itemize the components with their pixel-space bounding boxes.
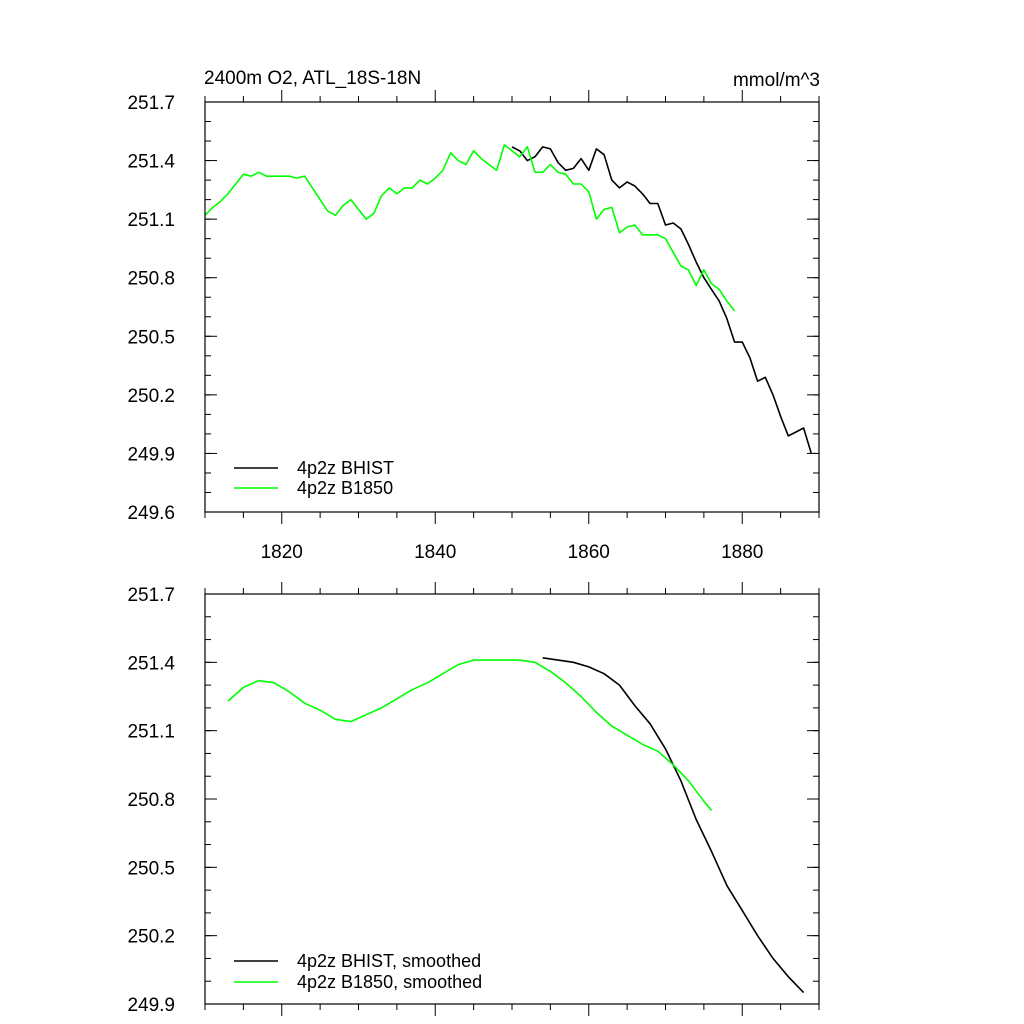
top-panel-units: mmol/m^3: [733, 70, 820, 91]
top-panel-axes: 249.6 249.9 250.2 250.5 250.8 251.1 251.4 251.7…: [127, 90, 820, 563]
top-panel-title: 2400m O2, ATL_18S-18N: [204, 68, 421, 89]
bottom-y-tick-label: 251.7: [127, 585, 175, 606]
bottom-series-line-bhist: [542, 657, 805, 994]
top-x-tick-label: 1840: [414, 542, 456, 563]
top-series-line-b1850: [204, 144, 736, 312]
top-y-tick-label: 249.9: [127, 444, 175, 465]
top-y-tick-label: 250.2: [127, 386, 175, 407]
bottom-panel-frame: [204, 593, 820, 1005]
bottom-y-tick-label: 249.9: [127, 995, 175, 1016]
top-y-tick-label: 249.6: [127, 503, 175, 524]
bottom-panel-plot-area: [227, 657, 805, 994]
bottom-y-tick-label: 250.8: [127, 790, 175, 811]
bottom-legend-label: 4p2z BHIST, smoothed: [297, 951, 481, 971]
bottom-y-tick-label: 250.5: [127, 858, 175, 879]
top-legend-label: 4p2z BHIST: [297, 458, 394, 478]
top-y-tick-label: 250.8: [127, 269, 175, 290]
bottom-series-line-b1850: [227, 659, 713, 811]
bottom-y-tick-label: 250.2: [127, 927, 175, 948]
bottom-y-tick-label: 251.1: [127, 722, 175, 743]
top-y-tick-label: 251.1: [127, 210, 175, 231]
bottom-panel-axes: 249.9 250.2 250.5 250.8 251.1 251.4 251.7: [127, 582, 820, 1016]
top-x-tick-label: 1880: [721, 542, 763, 563]
top-y-tick-label: 250.5: [127, 327, 175, 348]
top-legend-label: 4p2z B1850: [297, 478, 393, 498]
top-panel-frame: [204, 101, 820, 513]
top-y-tick-label: 251.7: [127, 93, 175, 114]
top-panel: 2400m O2, ATL_18S-18N mmol/m^3 249.6249.…: [127, 68, 820, 563]
top-y-tick-label: 251.4: [127, 152, 175, 173]
bottom-legend-label: 4p2z B1850, smoothed: [297, 972, 482, 992]
top-x-tick-label: 1860: [568, 542, 610, 563]
bottom-y-tick-label: 251.4: [127, 653, 175, 674]
top-panel-plot-area: [204, 144, 813, 454]
top-series-line-bhist: [511, 146, 813, 454]
top-x-tick-label: 1820: [261, 542, 303, 563]
bottom-panel: 249.9 250.2 250.5 250.8 251.1 251.4 251.7 4p2z…: [127, 582, 820, 1016]
